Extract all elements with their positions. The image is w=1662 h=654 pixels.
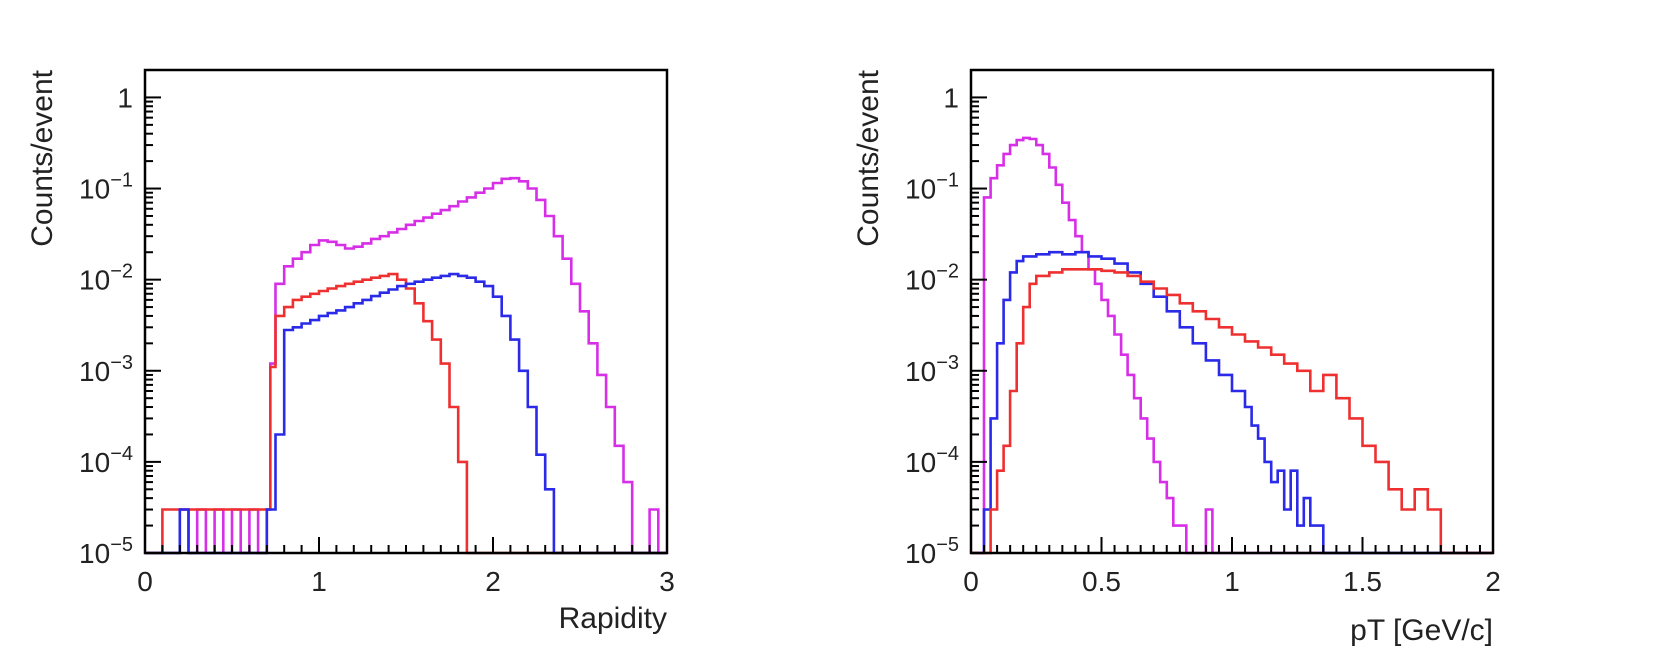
rapidity-x-axis-title: Rapidity: [559, 602, 667, 635]
rapidity-y-tick-label: 10−5: [79, 534, 133, 569]
rapidity-x-tick-label: 0: [137, 566, 153, 597]
rapidity-series-blue: [145, 272, 667, 555]
pt-series-red: [971, 268, 1493, 555]
pt-ticks: [970, 69, 1494, 554]
rapidity-panel: 0 1 2 3 1 10−1 10−2 10−3 10−4 10−5 Rapidity Coun…: [26, 68, 675, 635]
pt-y-tick-label: 10−2: [905, 261, 959, 296]
pt-y-axis-title: Counts/event: [852, 69, 885, 246]
rapidity-y-tick-label: 10−4: [79, 443, 133, 478]
rapidity-x-tick-label: 1: [311, 566, 327, 597]
pt-series-blue: [971, 250, 1493, 555]
pt-y-tick-label: 10−1: [905, 170, 959, 205]
rapidity-x-tick-labels: 0 1 2 3: [137, 566, 675, 597]
pt-x-tick-label: 2: [1485, 566, 1501, 597]
rapidity-histograms: [145, 176, 667, 555]
rapidity-y-tick-labels: 1 10−1 10−2 10−3 10−4 10−5: [79, 82, 133, 569]
pt-y-tick-label: 10−4: [905, 443, 959, 478]
pt-y-tick-label: 1: [943, 82, 959, 113]
pt-x-tick-label: 1: [1224, 566, 1240, 597]
pt-histograms: [971, 136, 1493, 555]
pt-y-tick-label: 10−3: [905, 352, 959, 387]
pt-series-magenta: [971, 136, 1493, 555]
pt-x-tick-label: 0: [963, 566, 979, 597]
rapidity-y-tick-label: 1: [117, 82, 133, 113]
rapidity-x-tick-label: 2: [485, 566, 501, 597]
pt-x-tick-label: 1.5: [1343, 566, 1382, 597]
rapidity-y-tick-label: 10−3: [79, 352, 133, 387]
rapidity-ticks: [144, 69, 668, 554]
pt-x-tick-label: 0.5: [1082, 566, 1121, 597]
rapidity-y-axis-title: Counts/event: [26, 69, 59, 246]
pt-x-axis-title: pT [GeV/c]: [1350, 614, 1493, 647]
pt-x-tick-labels: 0 0.5 1 1.5 2: [963, 566, 1501, 597]
pt-y-tick-label: 10−5: [905, 534, 959, 569]
pt-panel: 0 0.5 1 1.5 2 1 10−1 10−2 10−3 10−4 10−5 pT [GeV/…: [852, 68, 1501, 647]
pt-y-tick-labels: 1 10−1 10−2 10−3 10−4 10−5: [905, 82, 959, 569]
rapidity-y-tick-label: 10−2: [79, 261, 133, 296]
rapidity-y-tick-label: 10−1: [79, 170, 133, 205]
rapidity-series-red: [145, 272, 667, 555]
rapidity-x-tick-label: 3: [659, 566, 675, 597]
